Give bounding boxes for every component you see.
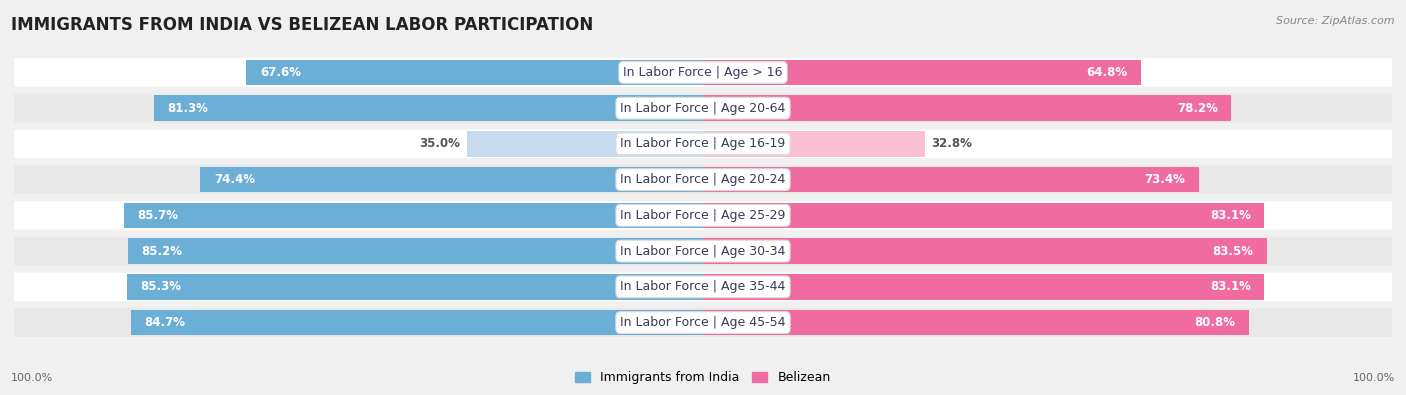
Text: In Labor Force | Age 20-64: In Labor Force | Age 20-64	[620, 102, 786, 115]
FancyBboxPatch shape	[14, 94, 1392, 122]
Bar	[703, 274, 1264, 300]
Bar	[703, 131, 925, 157]
Text: In Labor Force | Age 35-44: In Labor Force | Age 35-44	[620, 280, 786, 293]
Text: In Labor Force | Age 30-34: In Labor Force | Age 30-34	[620, 245, 786, 258]
FancyBboxPatch shape	[14, 166, 1392, 194]
Text: 35.0%: 35.0%	[419, 137, 460, 150]
Bar	[703, 60, 1140, 85]
Text: Source: ZipAtlas.com: Source: ZipAtlas.com	[1277, 16, 1395, 26]
Text: 74.4%: 74.4%	[214, 173, 254, 186]
Text: 84.7%: 84.7%	[145, 316, 186, 329]
Bar	[703, 310, 1249, 335]
Text: 100.0%: 100.0%	[1353, 373, 1395, 383]
Text: 32.8%: 32.8%	[931, 137, 972, 150]
Text: In Labor Force | Age > 16: In Labor Force | Age > 16	[623, 66, 783, 79]
Bar	[467, 131, 703, 157]
Bar	[703, 95, 1232, 121]
FancyBboxPatch shape	[14, 130, 1392, 158]
Text: 78.2%: 78.2%	[1177, 102, 1218, 115]
Bar	[128, 238, 703, 264]
FancyBboxPatch shape	[14, 308, 1392, 337]
Text: 85.2%: 85.2%	[141, 245, 181, 258]
Text: 64.8%: 64.8%	[1085, 66, 1128, 79]
Text: 83.1%: 83.1%	[1211, 209, 1251, 222]
Text: 81.3%: 81.3%	[167, 102, 208, 115]
Bar	[124, 203, 703, 228]
FancyBboxPatch shape	[14, 201, 1392, 229]
Text: 80.8%: 80.8%	[1194, 316, 1236, 329]
Bar	[153, 95, 703, 121]
Text: 83.1%: 83.1%	[1211, 280, 1251, 293]
Text: 100.0%: 100.0%	[11, 373, 53, 383]
Bar	[246, 60, 703, 85]
Text: In Labor Force | Age 20-24: In Labor Force | Age 20-24	[620, 173, 786, 186]
Bar	[201, 167, 703, 192]
FancyBboxPatch shape	[14, 273, 1392, 301]
Text: In Labor Force | Age 45-54: In Labor Force | Age 45-54	[620, 316, 786, 329]
Text: 85.7%: 85.7%	[138, 209, 179, 222]
Bar	[703, 167, 1199, 192]
Bar	[703, 203, 1264, 228]
Bar	[127, 274, 703, 300]
Bar	[703, 238, 1267, 264]
Text: 67.6%: 67.6%	[260, 66, 301, 79]
Legend: Immigrants from India, Belizean: Immigrants from India, Belizean	[571, 367, 835, 389]
Text: In Labor Force | Age 25-29: In Labor Force | Age 25-29	[620, 209, 786, 222]
Text: IMMIGRANTS FROM INDIA VS BELIZEAN LABOR PARTICIPATION: IMMIGRANTS FROM INDIA VS BELIZEAN LABOR …	[11, 16, 593, 34]
Text: 73.4%: 73.4%	[1144, 173, 1185, 186]
FancyBboxPatch shape	[14, 58, 1392, 87]
Text: 85.3%: 85.3%	[141, 280, 181, 293]
Text: In Labor Force | Age 16-19: In Labor Force | Age 16-19	[620, 137, 786, 150]
Text: 83.5%: 83.5%	[1212, 245, 1254, 258]
FancyBboxPatch shape	[14, 237, 1392, 265]
Bar	[131, 310, 703, 335]
